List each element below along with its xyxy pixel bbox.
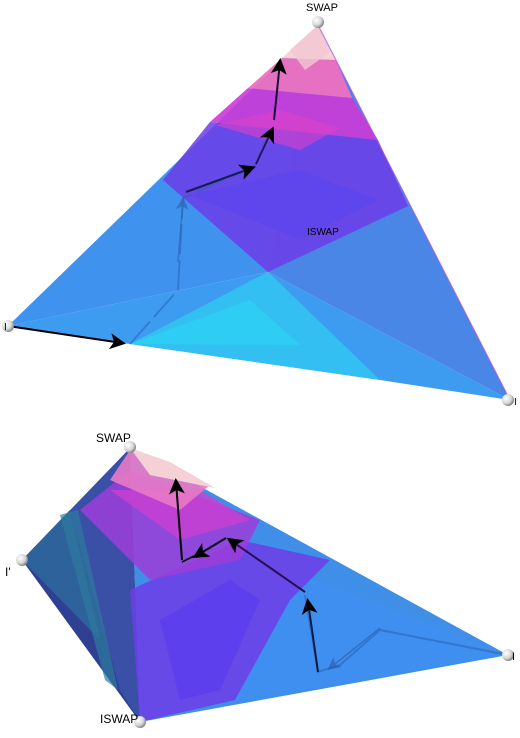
top-arrow-3 [255,126,275,165]
top-tetrahedron: SWAP ISWAP I I [2,2,517,408]
bottom-label-iswap: ISWAP [100,712,138,726]
bottom-face-left-teal [22,510,100,640]
top-arrow-2 [185,164,256,193]
bottom-vertex-i-prime [16,554,28,566]
top-vertex-i-right [502,394,514,406]
bottom-vertex-i-right [502,649,514,661]
bottom-label-i-prime: I' [5,565,11,579]
bottom-slab-magenta-2 [110,490,250,540]
top-arrow-1 [7,325,126,350]
top-slab-magenta-2 [215,110,340,150]
bottom-slab-teal-strip [60,510,118,690]
top-vertex-i-left [2,320,14,332]
top-label-i-left: I [4,322,7,333]
top-arrow-faint-up [175,196,189,263]
bottom-vertex-swap [124,441,136,453]
top-label-iswap: ISWAP [307,227,339,238]
top-face-cyan-2 [130,300,300,345]
bottom-slab-pink [110,450,210,510]
bottom-vertex-iswap [134,716,146,728]
bottom-slab-pale [130,448,215,488]
top-vertex-swap [312,16,324,28]
bottom-arrow-faint [327,627,381,670]
top-edge-right [317,24,511,401]
top-label-swap: SWAP [306,2,338,14]
top-slab-pale-2 [290,25,330,70]
bottom-arrow-1 [301,598,319,673]
bottom-tetrahedron: SWAP I' ISWAP I [5,431,515,728]
top-slab-violet-2 [190,170,378,240]
top-arrow-4 [270,58,287,121]
bottom-slab-violet-2 [160,580,260,700]
top-label-i-right: I [514,397,517,408]
bottom-label-i-right: I [512,651,515,663]
bottom-arrow-4 [168,478,185,561]
bottom-arrow-2 [226,537,306,593]
bottom-arrow-5 [181,547,211,563]
bottom-label-swap: SWAP [96,431,131,445]
